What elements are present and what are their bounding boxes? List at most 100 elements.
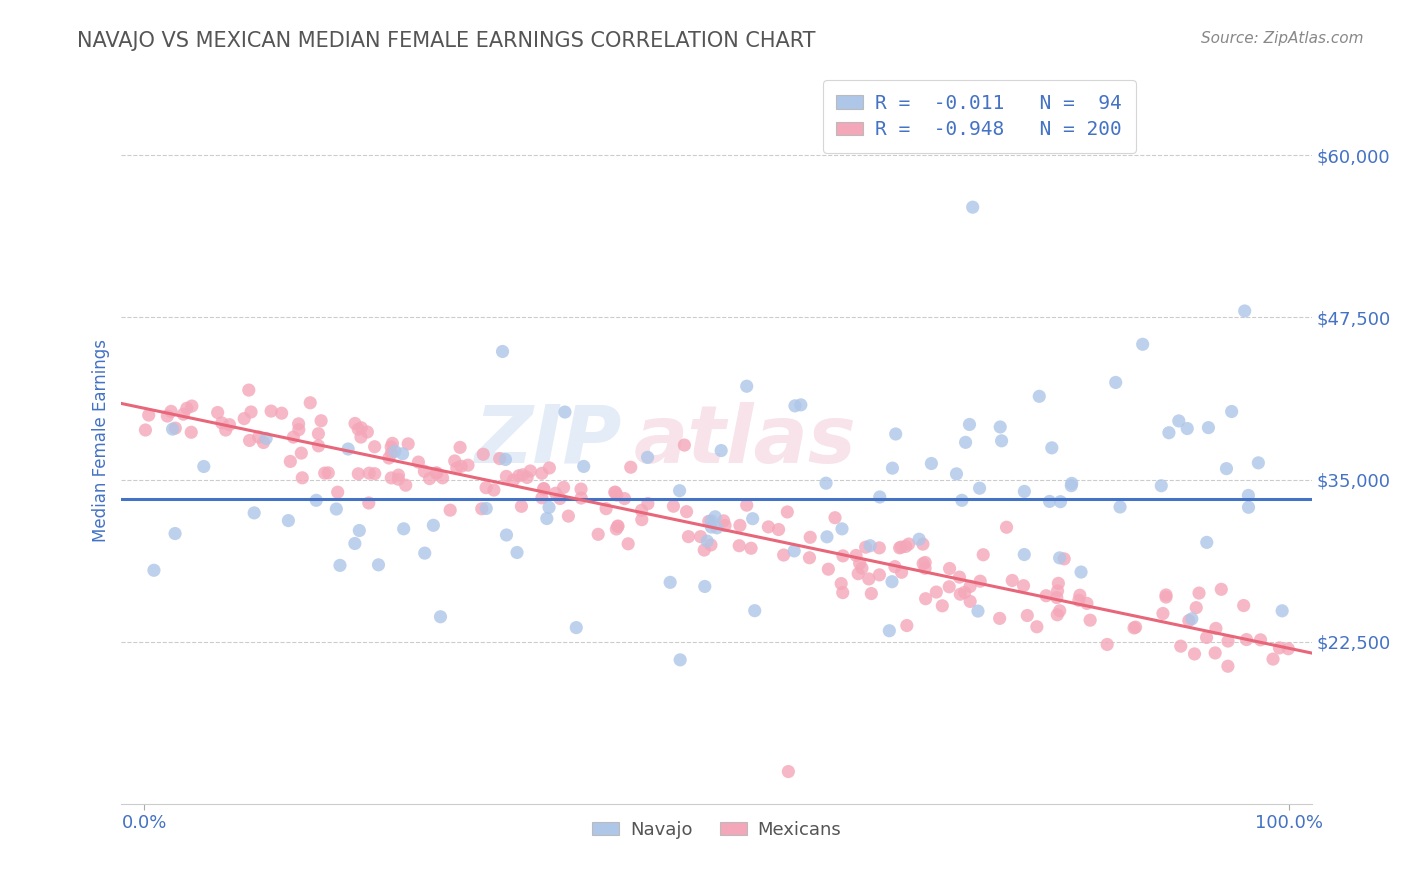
Point: [290, 446, 312, 460]
Point: [1049, 604, 1071, 618]
Point: [1123, 621, 1146, 635]
Point: [630, 513, 652, 527]
Point: [378, 450, 401, 465]
Point: [1049, 550, 1071, 565]
Point: [1012, 579, 1035, 593]
Point: [260, 404, 283, 418]
Point: [569, 491, 592, 505]
Point: [516, 470, 538, 484]
Point: [1237, 500, 1260, 515]
Point: [879, 624, 901, 638]
Point: [502, 473, 524, 487]
Point: [180, 399, 202, 413]
Point: [243, 506, 266, 520]
Point: [817, 562, 839, 576]
Point: [1204, 646, 1226, 660]
Point: [693, 579, 716, 593]
Point: [1205, 621, 1227, 635]
Point: [988, 611, 1011, 625]
Point: [495, 469, 517, 483]
Point: [1167, 414, 1189, 428]
Point: [889, 541, 911, 555]
Point: [1195, 535, 1218, 549]
Point: [1220, 404, 1243, 418]
Point: [548, 491, 571, 506]
Point: [1197, 420, 1219, 434]
Point: [914, 561, 936, 575]
Point: [347, 422, 370, 436]
Point: [218, 417, 240, 432]
Point: [706, 521, 728, 535]
Point: [925, 585, 948, 599]
Point: [396, 437, 419, 451]
Point: [988, 420, 1011, 434]
Point: [1095, 637, 1118, 651]
Point: [356, 425, 378, 439]
Point: [815, 476, 838, 491]
Point: [1035, 589, 1057, 603]
Point: [884, 427, 907, 442]
Point: [1067, 593, 1090, 607]
Point: [1216, 659, 1239, 673]
Point: [790, 398, 813, 412]
Point: [408, 455, 430, 469]
Point: [239, 434, 262, 448]
Point: [668, 483, 690, 498]
Point: [1237, 488, 1260, 502]
Point: [1078, 613, 1101, 627]
Point: [512, 467, 534, 482]
Point: [912, 557, 935, 571]
Point: [380, 471, 402, 485]
Point: [1175, 421, 1198, 435]
Point: [605, 522, 627, 536]
Point: [955, 435, 977, 450]
Point: [1233, 304, 1256, 318]
Point: [162, 422, 184, 436]
Point: [710, 443, 733, 458]
Point: [536, 511, 558, 525]
Point: [193, 459, 215, 474]
Point: [326, 485, 349, 500]
Point: [1233, 599, 1256, 613]
Point: [1076, 596, 1098, 610]
Legend: R =  -0.011   N =  94, R =  -0.948   N = 200: R = -0.011 N = 94, R = -0.948 N = 200: [823, 80, 1136, 153]
Point: [894, 540, 917, 554]
Point: [450, 459, 472, 474]
Point: [1152, 607, 1174, 621]
Point: [832, 549, 855, 563]
Point: [238, 383, 260, 397]
Point: [741, 511, 763, 525]
Point: [714, 518, 737, 533]
Point: [890, 566, 912, 580]
Point: [967, 604, 990, 618]
Point: [569, 482, 592, 496]
Point: [1105, 376, 1128, 390]
Point: [392, 522, 415, 536]
Point: [165, 421, 187, 435]
Point: [347, 467, 370, 481]
Point: [1277, 641, 1299, 656]
Point: [1250, 632, 1272, 647]
Point: [211, 416, 233, 430]
Point: [1053, 552, 1076, 566]
Point: [1028, 389, 1050, 403]
Point: [314, 466, 336, 480]
Point: [350, 430, 373, 444]
Point: [446, 461, 468, 475]
Point: [439, 503, 461, 517]
Point: [350, 421, 373, 435]
Point: [142, 563, 165, 577]
Point: [855, 540, 877, 554]
Point: [176, 401, 198, 416]
Point: [1046, 591, 1069, 605]
Point: [1040, 441, 1063, 455]
Point: [482, 483, 505, 497]
Point: [519, 464, 541, 478]
Point: [883, 559, 905, 574]
Point: [696, 534, 718, 549]
Point: [180, 425, 202, 440]
Point: [772, 548, 794, 562]
Point: [270, 406, 292, 420]
Point: [363, 440, 385, 454]
Point: [830, 576, 852, 591]
